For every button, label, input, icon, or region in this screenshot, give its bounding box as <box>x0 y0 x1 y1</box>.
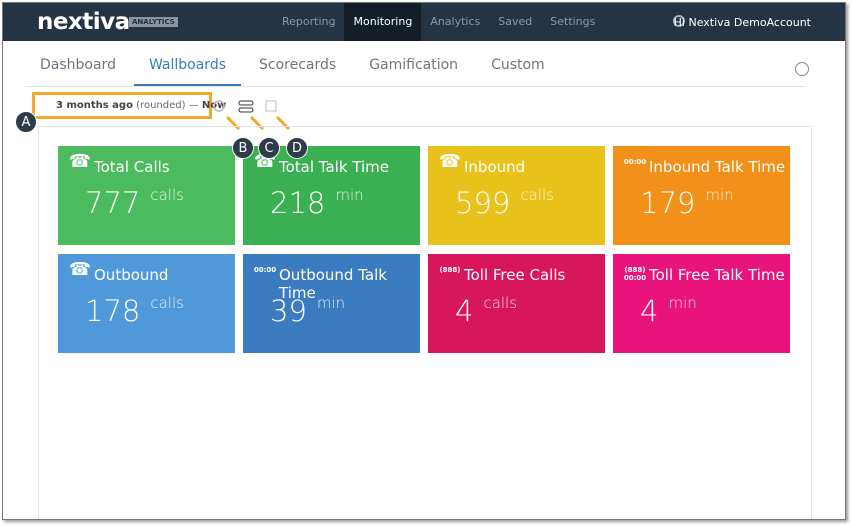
tile-icon: 00:00 <box>622 158 648 166</box>
icon-text: 00:00 <box>623 158 647 166</box>
icon-text: 00:00 <box>623 274 647 282</box>
icon-text: (888) <box>439 266 461 274</box>
tile[interactable]: (888) 00:00 Toll Free Talk Time 4 min <box>613 254 790 353</box>
tile[interactable]: ☎ Total Calls 777 calls <box>58 146 235 245</box>
tile-unit: min <box>335 186 364 204</box>
layout-icon[interactable] <box>238 107 254 113</box>
callout: D <box>286 137 308 159</box>
refresh-icon[interactable] <box>213 100 225 112</box>
nav-item[interactable]: Analytics <box>430 15 481 28</box>
tile-unit: min <box>316 294 346 312</box>
tile-icon: ☎ <box>438 151 462 172</box>
rounded: (rounded) <box>136 100 186 111</box>
gear-icon[interactable] <box>673 15 685 27</box>
tile[interactable]: ☎ Outbound 178 calls <box>58 254 235 353</box>
callout: A <box>15 111 37 133</box>
tile-unit: calls <box>520 186 554 204</box>
tile-unit: calls <box>483 294 518 312</box>
tile-value-row: 777 calls <box>85 186 184 220</box>
tile-value: 218 <box>270 186 326 220</box>
tile-value-row: 39 min <box>270 294 345 328</box>
tile[interactable]: 00:00 Outbound Talk Time 39 min <box>243 254 420 353</box>
tab[interactable]: Wallboards <box>133 43 241 86</box>
tile-value: 4 <box>455 294 474 328</box>
tile[interactable]: 00:00 Inbound Talk Time 179 min <box>613 146 790 245</box>
tile-value-row: 218 min <box>270 186 364 220</box>
tile-value: 178 <box>85 294 141 328</box>
tile[interactable]: (888) Toll Free Calls 4 calls <box>428 254 605 353</box>
layout-icon[interactable] <box>238 100 254 106</box>
tile[interactable]: ☎ Total Talk Time 218 min <box>243 146 420 245</box>
tile-value: 777 <box>85 186 141 220</box>
toolbar-icons <box>213 100 291 131</box>
tile-title: Total Talk Time <box>279 158 390 176</box>
date-range[interactable]: 3 months ago (rounded) — Now <box>32 92 226 119</box>
tile-unit: min <box>668 294 697 312</box>
arrows <box>225 115 291 131</box>
tile-value: 4 <box>640 294 659 328</box>
tile-value-row: 4 min <box>640 294 697 328</box>
tile-icon: ☎ <box>253 151 277 172</box>
tile-value-row: 178 calls <box>85 294 184 328</box>
from: 3 months ago <box>56 100 133 111</box>
tile-title: Outbound Talk Time <box>279 266 387 302</box>
tile-value-row: 179 min <box>640 186 734 220</box>
tile-value-row: 4 calls <box>455 294 517 328</box>
tile-icon: ☎ <box>68 259 92 280</box>
tile-unit: calls <box>150 186 184 204</box>
tile-value: 179 <box>640 186 696 220</box>
tile-value-row: 599 calls <box>455 186 554 220</box>
tab[interactable]: Gamification <box>369 57 459 73</box>
tile-unit: min <box>705 186 734 204</box>
tile-title: Total Calls <box>94 158 170 176</box>
nav-item[interactable]: Reporting <box>282 15 336 28</box>
play-button[interactable] <box>795 62 809 76</box>
tile-value: 599 <box>455 186 511 220</box>
icon-text: (888) <box>624 266 646 274</box>
greeting[interactable]: Hi Nextiva DemoAccount <box>673 16 811 29</box>
tile-title: Inbound <box>464 158 526 176</box>
logo[interactable]: nextiva <box>37 9 130 35</box>
callout: B <box>232 137 254 159</box>
tile-title: Inbound Talk Time <box>649 158 786 176</box>
tile-icon: (888) 00:00 <box>622 266 648 282</box>
nav-item[interactable]: Monitoring <box>344 3 422 41</box>
icon-text: 00:00 <box>253 266 277 274</box>
tile-icon: ☎ <box>68 151 92 172</box>
callout: C <box>258 137 280 159</box>
tile-value: 39 <box>270 294 307 328</box>
tab[interactable]: Custom <box>491 57 545 73</box>
tabs: Dashboard Wallboards Scorecards Gamificatio… <box>25 43 805 87</box>
screen: nextiva ANALYTICS Reporting Monitoring Ana… <box>2 2 846 520</box>
tile-icon: (888) <box>437 266 463 274</box>
tile-title: Toll Free Talk Time <box>649 266 785 284</box>
dash: — <box>188 100 199 111</box>
top-bar: nextiva ANALYTICS Reporting Monitoring Ana… <box>3 3 845 41</box>
tab[interactable]: Scorecards <box>259 57 337 73</box>
tile[interactable]: ☎ Inbound 599 calls <box>428 146 605 245</box>
tile-icon: 00:00 <box>252 266 278 274</box>
nav: Reporting Monitoring Analytics Saved Setting… <box>273 3 604 41</box>
expand-icon[interactable] <box>265 100 277 112</box>
tile-title: Toll Free Calls <box>464 266 566 284</box>
nav-item[interactable]: Settings <box>550 15 596 28</box>
tile-title: Outbound <box>94 266 169 284</box>
nav-item[interactable]: Saved <box>498 15 533 28</box>
tile-unit: calls <box>150 294 184 312</box>
wallboard: ☎ Total Calls 777 calls ☎ Total Talk Time 218 m… <box>38 126 812 519</box>
badge: ANALYTICS <box>129 17 178 27</box>
tab[interactable]: Dashboard <box>40 57 116 73</box>
